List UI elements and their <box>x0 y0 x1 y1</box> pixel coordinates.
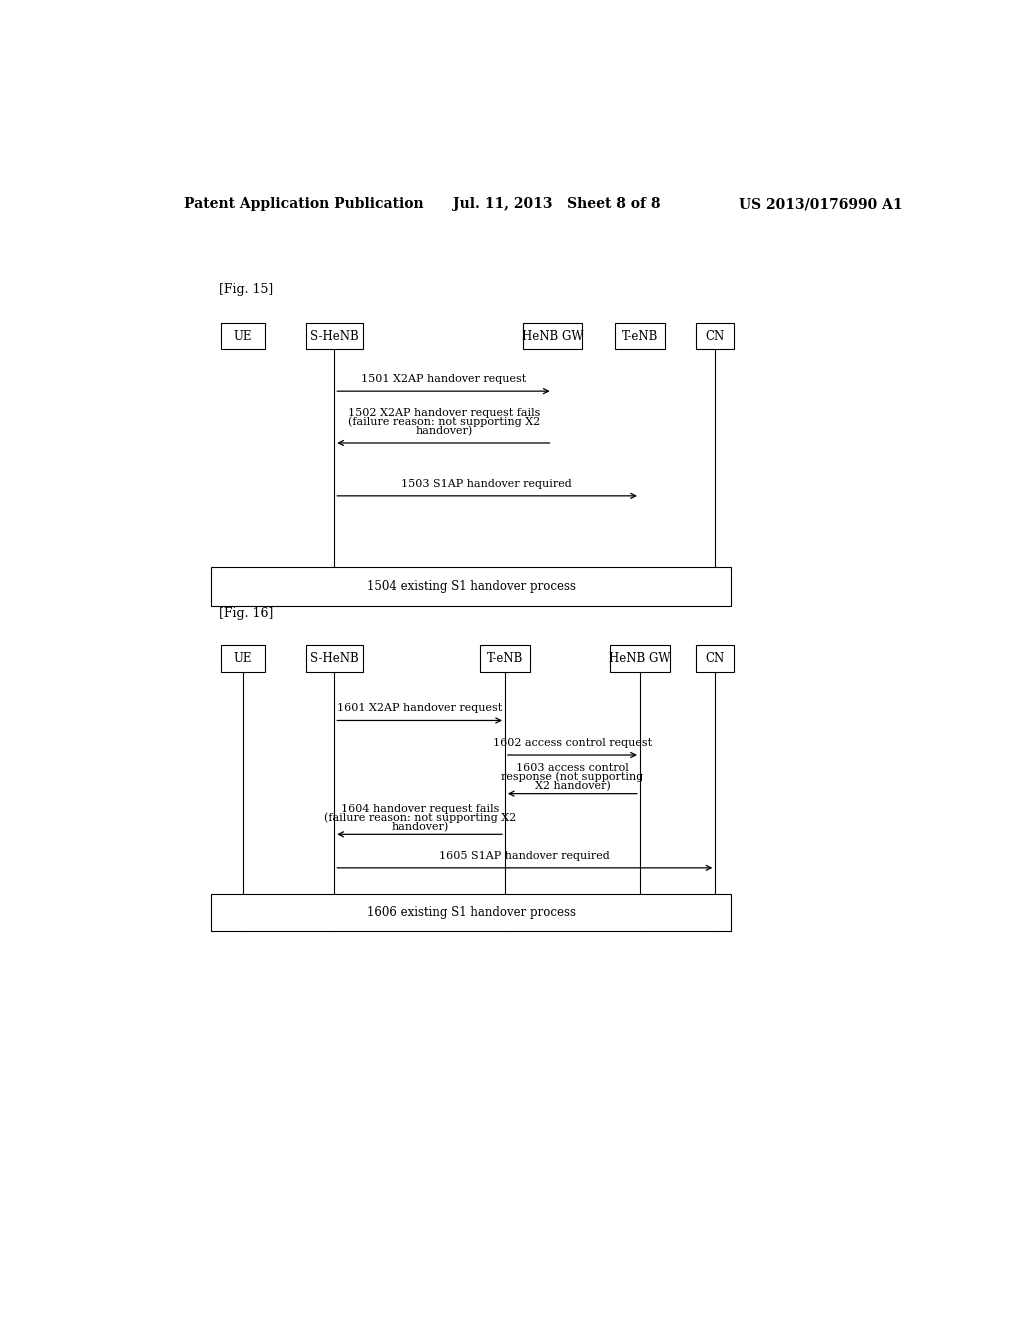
FancyBboxPatch shape <box>211 894 731 931</box>
Text: T-eNB: T-eNB <box>622 330 658 343</box>
FancyBboxPatch shape <box>696 645 734 672</box>
Text: CN: CN <box>706 330 725 343</box>
Text: US 2013/0176990 A1: US 2013/0176990 A1 <box>739 197 903 211</box>
Text: T-eNB: T-eNB <box>486 652 523 665</box>
Text: X2 handover): X2 handover) <box>535 781 610 792</box>
Text: 1606 existing S1 handover process: 1606 existing S1 handover process <box>367 906 575 919</box>
Text: CN: CN <box>706 652 725 665</box>
Text: (failure reason: not supporting X2: (failure reason: not supporting X2 <box>324 813 516 824</box>
Text: HeNB GW: HeNB GW <box>609 652 671 665</box>
Text: S-HeNB: S-HeNB <box>310 330 358 343</box>
Text: [Fig. 15]: [Fig. 15] <box>219 282 273 296</box>
FancyBboxPatch shape <box>211 568 731 606</box>
Text: HeNB GW: HeNB GW <box>522 330 584 343</box>
Text: 1503 S1AP handover required: 1503 S1AP handover required <box>401 479 572 488</box>
Text: UE: UE <box>233 330 252 343</box>
Text: UE: UE <box>233 652 252 665</box>
Text: handover): handover) <box>391 822 449 833</box>
Text: [Fig. 16]: [Fig. 16] <box>219 607 273 620</box>
FancyBboxPatch shape <box>306 323 362 350</box>
Text: 1604 handover request fails: 1604 handover request fails <box>341 804 500 814</box>
FancyBboxPatch shape <box>696 323 734 350</box>
Text: 1601 X2AP handover request: 1601 X2AP handover request <box>338 704 503 713</box>
FancyBboxPatch shape <box>306 645 362 672</box>
FancyBboxPatch shape <box>614 323 665 350</box>
FancyBboxPatch shape <box>221 645 265 672</box>
Text: 1502 X2AP handover request fails: 1502 X2AP handover request fails <box>348 408 540 417</box>
Text: 1603 access control: 1603 access control <box>516 763 629 774</box>
FancyBboxPatch shape <box>523 323 583 350</box>
Text: 1602 access control request: 1602 access control request <box>493 738 652 748</box>
Text: 1501 X2AP handover request: 1501 X2AP handover request <box>361 374 526 384</box>
Text: (failure reason: not supporting X2: (failure reason: not supporting X2 <box>348 416 540 426</box>
FancyBboxPatch shape <box>221 323 265 350</box>
FancyBboxPatch shape <box>480 645 530 672</box>
Text: 1504 existing S1 handover process: 1504 existing S1 handover process <box>367 579 575 593</box>
Text: S-HeNB: S-HeNB <box>310 652 358 665</box>
Text: 1605 S1AP handover required: 1605 S1AP handover required <box>439 850 610 861</box>
Text: Jul. 11, 2013   Sheet 8 of 8: Jul. 11, 2013 Sheet 8 of 8 <box>454 197 660 211</box>
Text: Patent Application Publication: Patent Application Publication <box>183 197 423 211</box>
Text: handover): handover) <box>415 425 472 436</box>
Text: response (not supporting: response (not supporting <box>502 772 643 783</box>
FancyBboxPatch shape <box>610 645 670 672</box>
